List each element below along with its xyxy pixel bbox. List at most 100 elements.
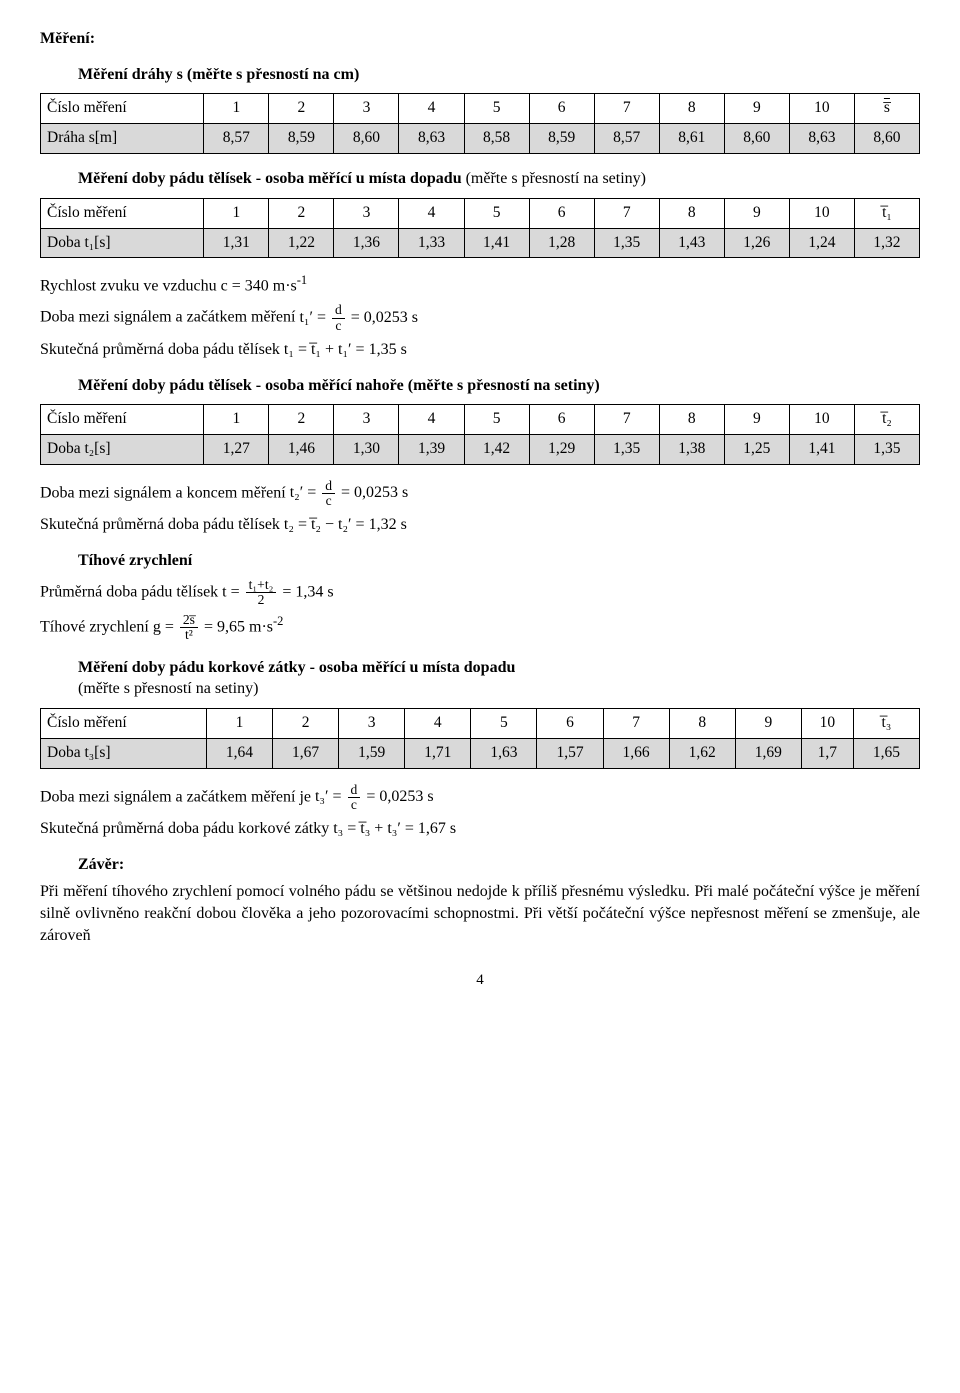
avg-symbol: t̅₁ xyxy=(882,204,892,221)
calc1-line3: Skutečná průměrná doba pádu tělísek t₁ =… xyxy=(40,339,920,361)
calc2-l1-lhs: t₂′ = xyxy=(290,484,317,501)
sectionC-heading: Měření doby pádu tělísek - osoba měřící … xyxy=(78,375,920,397)
frac-den: c xyxy=(322,494,335,508)
gravity-heading: Tíhové zrychlení xyxy=(78,550,920,572)
gravity-l2-sup: -2 xyxy=(273,614,283,628)
calc2-line1: Doba mezi signálem a koncem měření t₂′ =… xyxy=(40,479,920,509)
table-row: Číslo měření 1 2 3 4 5 6 7 8 9 10 t̅₃ xyxy=(41,708,920,738)
th: 9 xyxy=(735,708,801,738)
table-row: Dráha s[m] 8,57 8,59 8,60 8,63 8,58 8,59… xyxy=(41,124,920,154)
calc1-line2: Doba mezi signálem a začátkem měření t₁′… xyxy=(40,303,920,333)
fraction: d c xyxy=(332,303,345,333)
fraction: 2s̅ t² xyxy=(180,613,198,643)
td: 1,71 xyxy=(405,738,471,768)
th: 10 xyxy=(789,405,854,435)
th: 5 xyxy=(471,708,537,738)
sectionB-sub: (měřte s přesností na setiny) xyxy=(466,170,646,187)
table-row: Číslo měření 1 2 3 4 5 6 7 8 9 10 t̅₁ xyxy=(41,198,920,228)
th: 8 xyxy=(659,405,724,435)
sectionA-heading-text: Měření dráhy s (měřte s přesností na cm) xyxy=(78,66,359,83)
th: 5 xyxy=(464,94,529,124)
td: 1,36 xyxy=(334,228,399,258)
row-label: Doba t₃[s] xyxy=(41,738,207,768)
fraction: d c xyxy=(348,783,361,813)
table-row: Doba t₁[s] 1,31 1,22 1,36 1,33 1,41 1,28… xyxy=(41,228,920,258)
table-row: Číslo měření 1 2 3 4 5 6 7 8 9 10 s̅ xyxy=(41,94,920,124)
calc3-line1: Doba mezi signálem a začátkem měření je … xyxy=(40,783,920,813)
table-row: Doba t₂[s] 1,27 1,46 1,30 1,39 1,42 1,29… xyxy=(41,435,920,465)
th: 9 xyxy=(724,94,789,124)
th: 1 xyxy=(204,94,269,124)
frac-den: c xyxy=(348,798,361,812)
td: 1,24 xyxy=(789,228,854,258)
td: 1,25 xyxy=(724,435,789,465)
sectionC-table: Číslo měření 1 2 3 4 5 6 7 8 9 10 t̅₂ Do… xyxy=(40,404,920,465)
td: 1,35 xyxy=(594,228,659,258)
th: 8 xyxy=(659,94,724,124)
row-label: Doba t₁[s] xyxy=(41,228,204,258)
td: 1,63 xyxy=(471,738,537,768)
calc2-l2-a: Skutečná průměrná doba pádu tělísek xyxy=(40,516,284,533)
td: 8,63 xyxy=(399,124,464,154)
calc1-l2-eq: t₁′ = d c = 0,0253 s xyxy=(299,309,418,326)
calc1-l1-text: Rychlost zvuku ve vzduchu c = 340 m·s xyxy=(40,278,297,295)
td: 1,69 xyxy=(735,738,801,768)
sectionD-heading-text: Měření doby pádu korkové zátky - osoba m… xyxy=(78,657,920,679)
td: 1,27 xyxy=(204,435,269,465)
th: 6 xyxy=(529,405,594,435)
td: 1,66 xyxy=(603,738,669,768)
th: 2 xyxy=(273,708,339,738)
calc1-l1-sup: -1 xyxy=(297,273,307,287)
calc2-l1-a: Doba mezi signálem a koncem měření xyxy=(40,484,290,501)
fraction: t₁+t₂ 2 xyxy=(246,578,277,608)
th: 10 xyxy=(801,708,853,738)
td-avg: 8,60 xyxy=(854,124,919,154)
conclusion-text: Při měření tíhového zrychlení pomocí vol… xyxy=(40,881,920,946)
td: 1,35 xyxy=(594,435,659,465)
frac-den: t² xyxy=(180,628,198,642)
gravity-line2: Tíhové zrychlení g = 2s̅ t² = 9,65 m·s-2 xyxy=(40,613,920,643)
table-row: Číslo měření 1 2 3 4 5 6 7 8 9 10 t̅₂ xyxy=(41,405,920,435)
sectionB-heading-text: Měření doby pádu tělísek - osoba měřící … xyxy=(78,170,462,187)
th: 5 xyxy=(464,405,529,435)
calc2-l2-eq: t₂ = t̅₂ − t₂′ = 1,32 s xyxy=(284,516,407,533)
td: 1,26 xyxy=(724,228,789,258)
sectionA-heading: Měření dráhy s (měřte s přesností na cm) xyxy=(78,64,920,86)
th: 10 xyxy=(789,94,854,124)
conclusion-heading-text: Závěr: xyxy=(78,856,124,873)
td-avg: 1,32 xyxy=(854,228,919,258)
th: 7 xyxy=(594,94,659,124)
th: 4 xyxy=(399,405,464,435)
td: 1,30 xyxy=(334,435,399,465)
td: 1,67 xyxy=(273,738,339,768)
calc3-l1-rhs: = 0,0253 s xyxy=(366,788,433,805)
td: 8,60 xyxy=(724,124,789,154)
calc3-l1-eq: t₃′ = d c = 0,0253 s xyxy=(315,788,434,805)
th: 7 xyxy=(603,708,669,738)
page-number: 4 xyxy=(40,970,920,990)
td: 1,43 xyxy=(659,228,724,258)
th: 2 xyxy=(269,405,334,435)
td: 8,59 xyxy=(269,124,334,154)
conclusion-heading: Závěr: xyxy=(78,854,920,876)
th: 8 xyxy=(669,708,735,738)
calc1-line1: Rychlost zvuku ve vzduchu c = 340 m·s-1 xyxy=(40,272,920,297)
td-avg: 1,65 xyxy=(853,738,919,768)
th-avg: t̅₁ xyxy=(854,198,919,228)
calc1-l3-a: Skutečná průměrná doba pádu tělísek xyxy=(40,341,284,358)
sectionB-heading: Měření doby pádu tělísek - osoba měřící … xyxy=(78,168,920,190)
calc1-l2-lhs: t₁′ = xyxy=(299,309,326,326)
gravity-line1: Průměrná doba pádu tělísek t = t₁+t₂ 2 =… xyxy=(40,578,920,608)
frac-num: d xyxy=(348,783,361,798)
avg-symbol: t̅₃ xyxy=(882,714,892,731)
avg-symbol: s̅ xyxy=(884,99,890,116)
header-label: Číslo měření xyxy=(41,198,204,228)
td: 1,46 xyxy=(269,435,334,465)
td: 1,31 xyxy=(204,228,269,258)
gravity-l2-rhs: = 9,65 m·s xyxy=(204,619,273,636)
frac-den: c xyxy=(332,319,345,333)
th: 9 xyxy=(724,198,789,228)
td: 1,64 xyxy=(206,738,272,768)
page: Měření: Měření dráhy s (měřte s přesnost… xyxy=(0,0,960,1011)
calc1-l2-rhs: = 0,0253 s xyxy=(351,309,418,326)
